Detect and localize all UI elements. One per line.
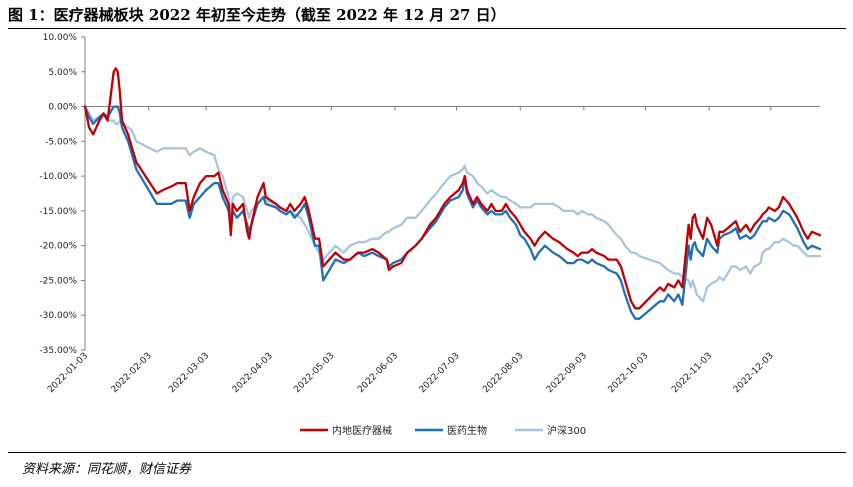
x-tick-label: 2022-04-03 [231, 351, 275, 395]
x-tick-label: 2022-11-03 [670, 351, 714, 395]
series-line-1 [83, 105, 822, 320]
series-line-2 [83, 105, 822, 303]
legend-label: 沪深300 [547, 424, 586, 437]
x-tick-label: 2022-06-03 [356, 351, 400, 395]
legend-label: 医药生物 [447, 424, 487, 437]
y-tick-label: 5.00% [48, 68, 77, 78]
series-lines [83, 67, 822, 320]
legend: 内地医疗器械 医药生物 沪深300 [300, 424, 586, 437]
y-tick-label: -35.00% [39, 346, 77, 356]
legend-label: 内地医疗器械 [332, 424, 392, 437]
y-tick-label: -15.00% [39, 207, 77, 217]
x-tick-label: 2022-03-03 [167, 351, 211, 395]
x-tick-label: 2022-07-03 [418, 351, 462, 395]
y-tick-label: -10.00% [39, 172, 77, 182]
series-line-0 [83, 67, 822, 310]
y-tick-label: 0.00% [48, 103, 77, 113]
title-divider [8, 28, 846, 29]
source-note: 资料来源：同花顺，财信证券 [22, 462, 192, 477]
source-divider [8, 452, 846, 453]
y-tick-label: -5.00% [45, 137, 77, 147]
y-tick-label: -20.00% [39, 242, 77, 252]
x-tick-label: 2022-05-03 [292, 351, 336, 395]
y-tick-label: 10.00% [43, 33, 78, 43]
x-tick-label: 2022-12-03 [732, 351, 776, 395]
x-tick-label: 2022-02-03 [110, 351, 154, 395]
y-axis: 10.00% 5.00% 0.00% -5.00% -10.00% -15.00% -20.… [39, 33, 86, 356]
x-tick-label: 2022-10-03 [607, 351, 651, 395]
y-tick-label: -25.00% [39, 276, 77, 286]
x-tick-label: 2022-08-03 [481, 351, 525, 395]
x-tick-label: 2022-09-03 [545, 351, 589, 395]
chart-title: 图 1：医疗器械板块 2022 年初至今走势（截至 2022 年 12 月 27… [8, 6, 506, 24]
y-tick-label: -30.00% [39, 311, 77, 321]
x-tick-label: 2022-01-03 [46, 351, 90, 395]
